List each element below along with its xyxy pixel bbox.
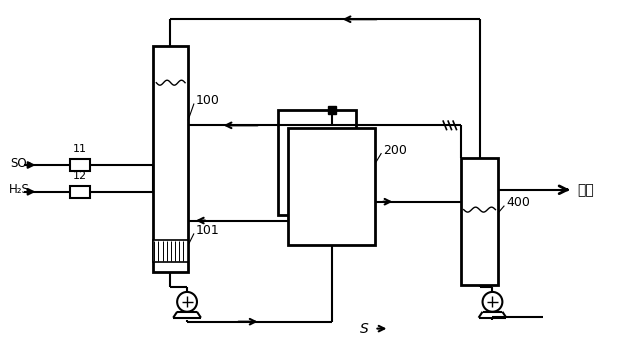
- Text: 400: 400: [506, 196, 530, 209]
- Text: SO₂: SO₂: [11, 157, 32, 170]
- Text: 100: 100: [196, 94, 220, 107]
- Bar: [70, 159, 90, 171]
- Bar: [70, 186, 90, 198]
- Bar: [278, 111, 356, 215]
- Bar: [153, 46, 188, 272]
- Text: S: S: [360, 322, 369, 336]
- Text: 11: 11: [73, 144, 87, 154]
- Text: H₂S: H₂S: [9, 183, 29, 196]
- Bar: [153, 240, 188, 262]
- Bar: [288, 128, 376, 245]
- Text: 101: 101: [196, 224, 220, 237]
- Text: 尾气: 尾气: [578, 183, 594, 197]
- Bar: [328, 106, 336, 115]
- Text: 12: 12: [73, 171, 87, 181]
- Text: 200: 200: [383, 144, 407, 157]
- Bar: [461, 158, 498, 285]
